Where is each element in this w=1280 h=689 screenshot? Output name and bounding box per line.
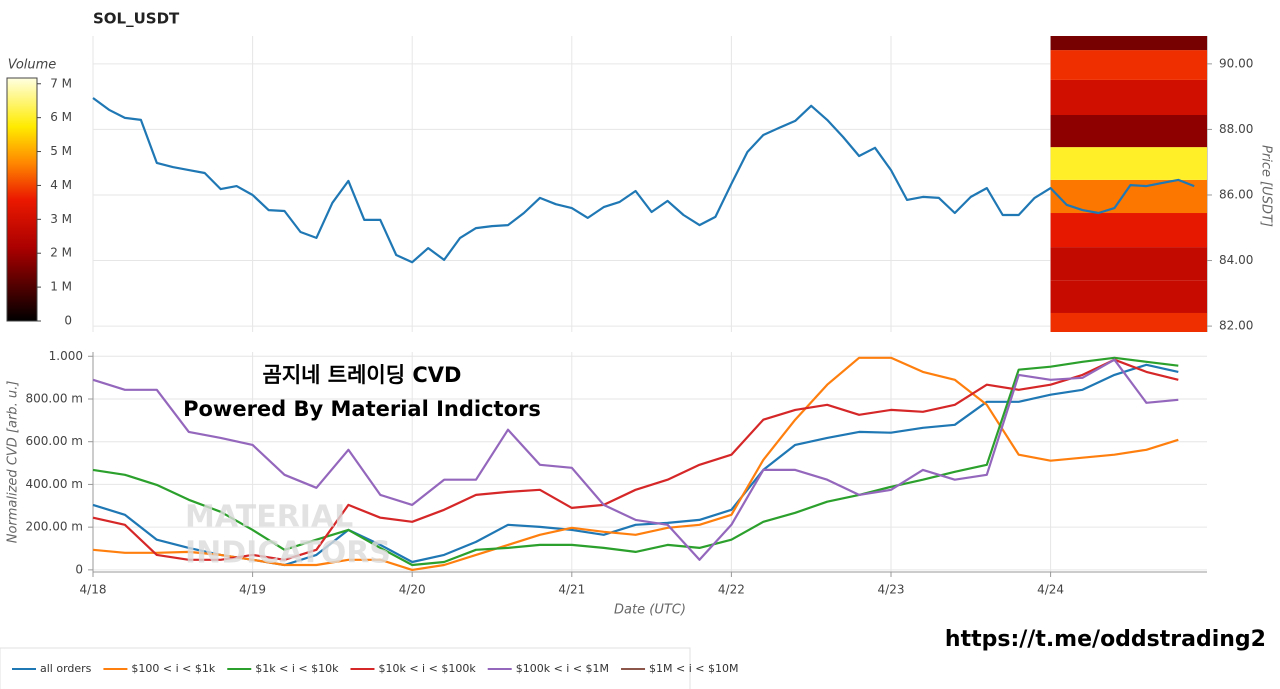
data-line — [92, 358, 1179, 561]
colorbar-tick-label: 6 M — [50, 110, 72, 124]
y-tick-label: 90.00 — [1219, 56, 1253, 70]
x-axis-label: Date (UTC) — [614, 603, 686, 618]
y-axis-label: Normalized CVD [arb. u.] — [6, 381, 21, 544]
y-tick-label: 200.00 m — [26, 520, 84, 534]
data-line — [92, 358, 1179, 561]
y-tick-label: 600.00 m — [26, 434, 84, 448]
heatmap-cell — [1050, 312, 1207, 332]
colorbar-tick-label: 1 M — [50, 280, 72, 294]
data-line — [92, 356, 1179, 571]
annotation: Powered By Material Indictors — [183, 397, 541, 421]
watermark: INDICATORS — [185, 536, 391, 571]
data-line — [92, 97, 1195, 264]
x-tick-label: 4/24 — [1037, 583, 1064, 597]
heatmap-cell — [1050, 36, 1207, 51]
colorbar-title: Volume — [8, 58, 57, 73]
colorbar-tick-label: 7 M — [50, 76, 72, 90]
y-tick-label: 1.000 — [49, 349, 83, 363]
y-tick-label: 88.00 — [1219, 122, 1253, 136]
y-axis-label: Price [USDT] — [1259, 145, 1274, 227]
colorbar-tick-label: 3 M — [50, 212, 72, 226]
colorbar-tick-label: 0 — [64, 314, 72, 328]
x-tick-label: 4/22 — [718, 583, 745, 597]
heatmap-cell — [1050, 50, 1207, 80]
y-tick-label: 84.00 — [1219, 253, 1253, 267]
x-tick-label: 4/23 — [878, 583, 905, 597]
y-tick-label: 400.00 m — [26, 477, 84, 491]
y-tick-label: 0 — [75, 562, 83, 576]
annotation: 곰지네 트레이딩 CVD — [263, 363, 462, 387]
x-tick-label: 4/18 — [80, 583, 107, 597]
watermark: MATERIAL — [185, 500, 353, 535]
legend-label: $10k < i < $100k — [378, 662, 476, 675]
legend-label: $1k < i < $10k — [255, 662, 339, 675]
heatmap-cell — [1050, 114, 1207, 148]
data-line — [92, 356, 1179, 567]
y-tick-label: 86.00 — [1219, 187, 1253, 201]
plot-area — [93, 36, 1207, 332]
colorbar — [6, 77, 38, 322]
source-text: https://t.me/oddstrading2 — [945, 627, 1266, 652]
heatmap-cell — [1050, 247, 1207, 281]
legend-label: $1M < i < $10M — [649, 662, 738, 675]
x-tick-label: 4/21 — [558, 583, 585, 597]
y-tick-label: 800.00 m — [26, 391, 84, 405]
colorbar-tick-label: 4 M — [50, 178, 72, 192]
y-tick-label: 82.00 — [1219, 319, 1253, 333]
x-tick-label: 4/19 — [239, 583, 266, 597]
colorbar-tick-label: 5 M — [50, 144, 72, 158]
x-tick-label: 4/20 — [399, 583, 426, 597]
heatmap-cell — [1050, 79, 1207, 115]
legend-label: $100k < i < $1M — [516, 662, 609, 675]
chart-title: SOL_USDT — [93, 10, 180, 28]
heatmap-cell — [1050, 147, 1207, 180]
legend-label: all orders — [40, 662, 92, 675]
heatmap-cell — [1050, 280, 1207, 313]
legend-box — [0, 647, 691, 689]
heatmap-cell — [1050, 213, 1207, 248]
legend-label: $100 < i < $1k — [131, 662, 215, 675]
colorbar-tick-label: 2 M — [50, 246, 72, 260]
